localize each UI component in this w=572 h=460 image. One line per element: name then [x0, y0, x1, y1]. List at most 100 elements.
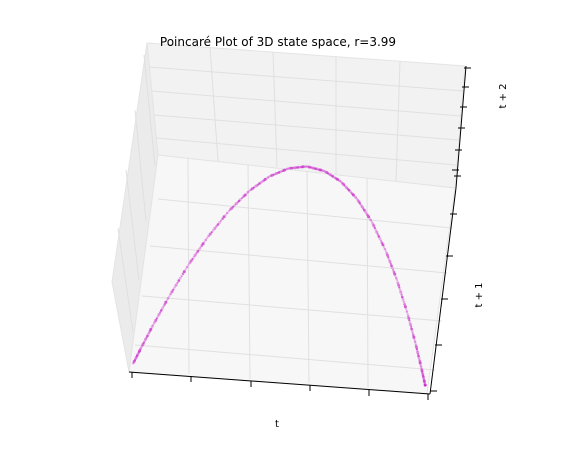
data-point: [286, 167, 289, 171]
data-point: [222, 215, 226, 219]
data-point: [419, 365, 423, 368]
data-point: [263, 177, 267, 181]
data-point: [398, 286, 401, 289]
data-point: [401, 295, 404, 299]
data-point: [135, 354, 139, 357]
data-point: [221, 217, 224, 220]
data-point: [184, 268, 187, 271]
data-point: [152, 323, 155, 326]
data-point: [146, 334, 149, 338]
data-point: [182, 270, 186, 274]
data-point: [376, 233, 379, 236]
x-axis-line: [128, 371, 431, 395]
left-grid-4: [117, 227, 134, 333]
data-point: [417, 354, 420, 358]
data-point: [326, 172, 330, 175]
data-point: [166, 297, 170, 300]
data-point: [176, 281, 179, 284]
data-point: [394, 275, 397, 278]
data-point: [390, 264, 393, 268]
floor-grid-8: [134, 344, 436, 371]
data-point: [319, 168, 323, 172]
y-axis-ticks: [430, 175, 461, 392]
data-point: [174, 283, 178, 287]
data-point: [358, 202, 362, 205]
grid-lines: [117, 46, 464, 389]
data-point: [409, 323, 412, 327]
data-point: [369, 218, 373, 222]
data-point: [372, 224, 376, 228]
data-point: [164, 300, 168, 304]
data-point: [377, 235, 381, 238]
data-point: [155, 317, 158, 320]
data-point: [408, 319, 411, 322]
y-axis-line: [429, 187, 457, 395]
data-point: [241, 196, 244, 200]
data-point: [321, 169, 325, 172]
data-point: [309, 166, 312, 169]
back-grid-8: [395, 61, 401, 182]
data-point: [138, 349, 142, 353]
data-point: [378, 237, 382, 240]
data-point: [367, 215, 371, 219]
data-point: [398, 288, 402, 292]
data-point: [375, 230, 379, 234]
data-point: [218, 221, 221, 225]
data-point: [338, 179, 342, 183]
data-point: [187, 263, 190, 266]
data-point: [390, 266, 394, 270]
axes-panes: [111, 42, 466, 395]
data-point: [406, 314, 410, 318]
floor-grid-5: [157, 198, 453, 229]
data-point: [163, 303, 166, 306]
data-point: [396, 281, 400, 285]
data-point: [351, 193, 355, 197]
data-point: [185, 265, 189, 269]
x-axis-label: t: [275, 419, 279, 430]
data-point: [387, 256, 390, 259]
data-point: [203, 240, 206, 243]
data-point: [379, 239, 382, 242]
data-point: [252, 186, 255, 189]
data-point: [170, 290, 174, 294]
left-grid-2: [134, 109, 147, 222]
data-point: [133, 359, 136, 362]
data-point: [168, 295, 171, 298]
data-point: [225, 211, 229, 215]
data-point: [243, 193, 247, 197]
z-axis-ticks: [452, 67, 471, 171]
back-grid-2: [150, 90, 462, 117]
data-point: [246, 190, 250, 194]
data-point: [157, 312, 161, 316]
back-grid-5: [209, 46, 219, 162]
data-point: [422, 375, 425, 378]
data-point: [189, 259, 193, 263]
data-point: [258, 182, 261, 185]
data-point: [199, 246, 202, 249]
data-point: [216, 223, 220, 226]
data-point: [177, 279, 181, 282]
data-point: [415, 345, 418, 349]
data-point: [139, 347, 142, 350]
data-point: [160, 306, 164, 310]
z-axis-line: [455, 65, 467, 189]
data-point: [413, 338, 416, 341]
y-axis-label: t + 1: [474, 282, 485, 307]
data-point: [415, 348, 418, 351]
data-point: [191, 258, 194, 261]
floor-grid-7: [141, 295, 443, 322]
data-point: [406, 312, 409, 315]
data-point: [370, 220, 373, 223]
data-point: [283, 168, 286, 172]
data-point: [363, 208, 366, 212]
data-point: [423, 383, 427, 387]
data-point: [347, 188, 351, 192]
data-point: [301, 165, 305, 169]
data-point: [403, 305, 407, 309]
data-point: [401, 298, 405, 301]
data-point: [162, 305, 165, 308]
data-point: [181, 272, 185, 276]
data-point: [208, 232, 212, 236]
floor-grid-3: [306, 170, 310, 384]
